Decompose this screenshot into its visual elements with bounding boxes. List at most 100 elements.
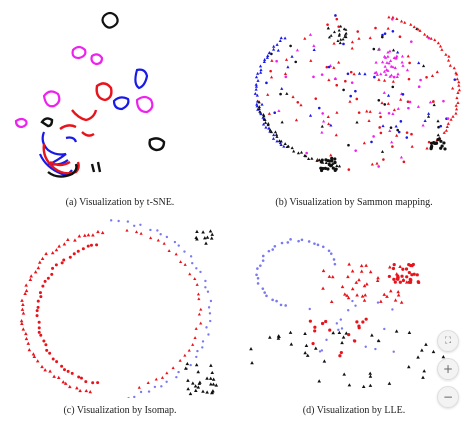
lle-point (362, 298, 367, 302)
sammon-point (410, 132, 413, 136)
isomap-plot (19, 219, 219, 398)
caption-isomap: (c) Visualization by Isomap. (63, 405, 177, 416)
zoom-out-button[interactable]: − (437, 386, 459, 408)
sammon-point (378, 126, 381, 129)
sammon-point (256, 79, 260, 82)
sammon-point (254, 87, 258, 91)
sammon-point (323, 166, 327, 170)
sammon-point (278, 39, 282, 43)
sammon-point (370, 162, 374, 166)
isomap-point (178, 358, 182, 362)
isomap-point (66, 369, 70, 373)
sammon-point (320, 130, 324, 134)
isomap-point (204, 241, 208, 245)
isomap-point (62, 258, 66, 262)
lle-point (318, 350, 322, 353)
isomap-point (75, 386, 79, 390)
isomap-point (51, 266, 55, 270)
sammon-point (391, 15, 395, 19)
lle-point (398, 264, 402, 268)
lle-point (393, 298, 398, 302)
sammon-point (294, 60, 298, 64)
lle-point (335, 322, 339, 325)
sammon-point (265, 56, 269, 59)
isomap-point (62, 242, 67, 246)
lle-point (322, 359, 327, 363)
lle-point (351, 299, 354, 303)
sammon-point (383, 32, 387, 35)
isomap-point (66, 237, 70, 242)
lle-point (259, 264, 262, 267)
sammon-point (321, 166, 325, 171)
sammon-point (433, 38, 437, 42)
fit-screen-button[interactable]: ⛶ (437, 330, 459, 352)
isomap-point (210, 370, 215, 375)
sammon-point (280, 120, 284, 124)
sammon-point (452, 66, 456, 70)
sammon-point (385, 60, 389, 64)
isomap-point (156, 238, 160, 242)
lle-point (361, 384, 366, 389)
isomap-point (86, 244, 90, 248)
sammon-point (386, 101, 390, 105)
sammon-point (260, 102, 264, 106)
sammon-point (283, 36, 287, 40)
lle-point (346, 296, 351, 300)
sammon-point (377, 165, 380, 168)
isomap-point (201, 230, 205, 234)
sammon-point (405, 68, 410, 72)
sammon-point (327, 35, 331, 39)
lle-point (313, 325, 317, 329)
sammon-point (425, 146, 429, 150)
zoom-in-button[interactable]: + (437, 358, 459, 380)
sammon-point (412, 25, 416, 29)
isomap-point (195, 283, 199, 286)
sammon-point (395, 133, 399, 137)
lle-point (417, 280, 421, 285)
lle-point (388, 265, 392, 269)
sammon-point (368, 109, 372, 113)
lle-point (368, 269, 373, 274)
lle-point (313, 329, 317, 333)
sammon-point (333, 157, 337, 161)
lle-point (363, 293, 368, 297)
sammon-point (386, 50, 390, 54)
isomap-point (23, 291, 27, 295)
sammon-point (392, 75, 396, 79)
isomap-point (165, 380, 168, 383)
sammon-point (362, 141, 366, 145)
isomap-point (24, 336, 29, 341)
lle-point (410, 273, 414, 277)
isomap-point (179, 260, 183, 263)
sammon-point (409, 22, 413, 26)
isomap-point (199, 307, 203, 311)
isomap-point (165, 235, 169, 239)
sammon-point (317, 158, 321, 162)
lle-point (394, 329, 399, 333)
lle-point (383, 327, 386, 331)
sammon-point (343, 35, 347, 38)
isomap-point (54, 248, 59, 252)
sammon-point (427, 112, 431, 115)
isomap-point (127, 396, 130, 398)
sammon-point (382, 158, 385, 161)
sammon-point (430, 144, 434, 148)
sammon-point (410, 144, 414, 148)
sammon-point (455, 96, 459, 100)
sammon-point (396, 106, 400, 110)
isomap-point (21, 311, 26, 315)
sammon-point (280, 86, 284, 90)
lle-point (407, 270, 411, 275)
isomap-point (159, 233, 162, 236)
isomap-point (48, 351, 52, 355)
sammon-point (435, 70, 439, 74)
isomap-point (205, 326, 208, 329)
isomap-point (204, 279, 207, 283)
sammon-point (391, 17, 394, 21)
lle-point (249, 347, 253, 351)
sammon-point (446, 58, 451, 62)
isomap-point (133, 395, 136, 398)
isomap-point (191, 342, 195, 346)
lle-point (392, 350, 395, 353)
lle-point (359, 263, 364, 268)
